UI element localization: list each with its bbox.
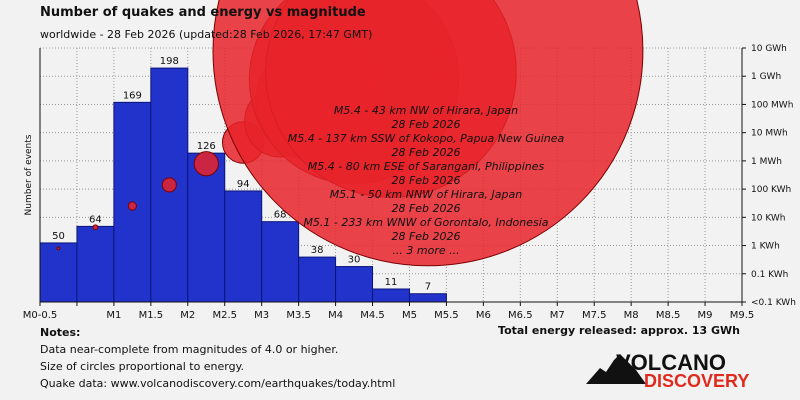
x-tick-label: M5	[402, 310, 417, 321]
x-tick-label: M9.5	[730, 310, 755, 321]
quake-annotation: M5.4 - 43 km NW of Hirara, Japan	[334, 104, 518, 117]
quake-annotation: M5.4 - 137 km SSW of Kokopo, Papua New G…	[288, 132, 565, 145]
bar-value-label: 50	[52, 231, 65, 242]
bar-value-label: 38	[311, 245, 324, 256]
bar-value-label: 94	[237, 179, 250, 190]
energy-tick-label: 10 MWh	[751, 129, 788, 139]
bar	[261, 221, 300, 303]
logo-line2: DISCOVERY	[644, 371, 749, 390]
energy-tick-label: 0.1 KWh	[751, 270, 788, 280]
x-tick-label: M1	[106, 310, 121, 321]
bar	[224, 190, 263, 303]
x-tick-label: M6.5	[508, 310, 533, 321]
quake-annotation: 28 Feb 2026	[391, 118, 460, 131]
bar-value-label: 64	[89, 214, 102, 225]
chart-subtitle: worldwide - 28 Feb 2026 (updated:28 Feb …	[40, 28, 373, 41]
energy-circle	[127, 201, 137, 211]
energy-circle	[212, 0, 644, 267]
logo-line1: VOLCANO	[616, 350, 726, 375]
energy-circle	[161, 177, 177, 193]
quake-annotation: M5.1 - 233 km WNW of Gorontalo, Indonesi…	[303, 216, 548, 229]
x-tick-label: M3.5	[286, 310, 311, 321]
notes: Notes: Data near-complete from magnitude…	[40, 324, 395, 392]
energy-tick-label: 100 KWh	[751, 185, 791, 195]
x-tick-label: M4.5	[360, 310, 385, 321]
quake-annotation: ... 3 more ...	[392, 244, 459, 257]
x-tick-label: M4	[328, 310, 343, 321]
note-line: Size of circles proportional to energy.	[40, 360, 245, 373]
bar	[408, 293, 447, 303]
energy-circle	[92, 224, 99, 231]
x-tick-label: M1.5	[139, 310, 164, 321]
energy-tick-label: 1 GWh	[751, 72, 781, 82]
chart-title: Number of quakes and energy vs magnitude	[40, 5, 366, 20]
x-tick-label: M2.5	[212, 310, 237, 321]
x-tick-label: M8.5	[656, 310, 681, 321]
x-tick-label: M3	[254, 310, 269, 321]
x-tick-label: M5.5	[434, 310, 459, 321]
bar-value-label: 169	[123, 90, 142, 101]
x-tick-label: M7	[550, 310, 565, 321]
notes-heading: Notes:	[40, 326, 81, 339]
bar	[335, 266, 374, 303]
quake-annotation: 28 Feb 2026	[391, 202, 460, 215]
energy-tick-label: 1 KWh	[751, 242, 780, 252]
bar-value-label: 126	[197, 141, 216, 152]
bar-value-label: 30	[348, 255, 361, 266]
total-energy: Total energy released: approx. 13 GWh	[498, 324, 740, 337]
y-axis-label: Number of events	[24, 134, 34, 215]
bar	[298, 256, 337, 303]
bar	[76, 225, 115, 303]
quake-annotation: 28 Feb 2026	[391, 146, 460, 159]
x-tick-label: M2	[180, 310, 195, 321]
quake-annotation: M5.4 - 80 km ESE of Sarangani, Philippin…	[308, 160, 545, 173]
energy-circle	[193, 151, 219, 177]
energy-tick-label: 10 GWh	[751, 44, 787, 54]
x-tick-label: M6	[476, 310, 491, 321]
energy-tick-label: <0.1 KWh	[751, 298, 796, 308]
bar-value-label: 7	[425, 282, 431, 293]
x-tick-label: M0-0.5	[23, 310, 58, 321]
energy-tick-label: 1 MWh	[751, 157, 782, 167]
energy-tick-label: 10 KWh	[751, 213, 786, 223]
x-tick-label: M8	[624, 310, 639, 321]
bar-value-label: 11	[385, 277, 398, 288]
volcano-icon	[586, 354, 646, 384]
bar	[39, 242, 78, 303]
quake-annotation: 28 Feb 2026	[391, 230, 460, 243]
x-tick-label: M9	[698, 310, 713, 321]
quake-annotation: 28 Feb 2026	[391, 174, 460, 187]
note-line[interactable]: Quake data: www.volcanodiscovery.com/ear…	[40, 377, 396, 390]
energy-tick-label: 100 MWh	[751, 100, 793, 110]
quake-annotation: M5.1 - 50 km NNW of Hirara, Japan	[330, 188, 523, 201]
volcanodiscovery-logo[interactable]: VOLCANO DISCOVERY	[586, 346, 766, 390]
bar-value-label: 198	[160, 56, 179, 67]
bar	[150, 67, 189, 303]
note-line: Data near-complete from magnitudes of 4.…	[40, 343, 339, 356]
energy-circle	[56, 246, 61, 251]
bar	[372, 288, 410, 303]
bar-value-label: 68	[274, 210, 287, 221]
x-tick-label: M7.5	[582, 310, 607, 321]
